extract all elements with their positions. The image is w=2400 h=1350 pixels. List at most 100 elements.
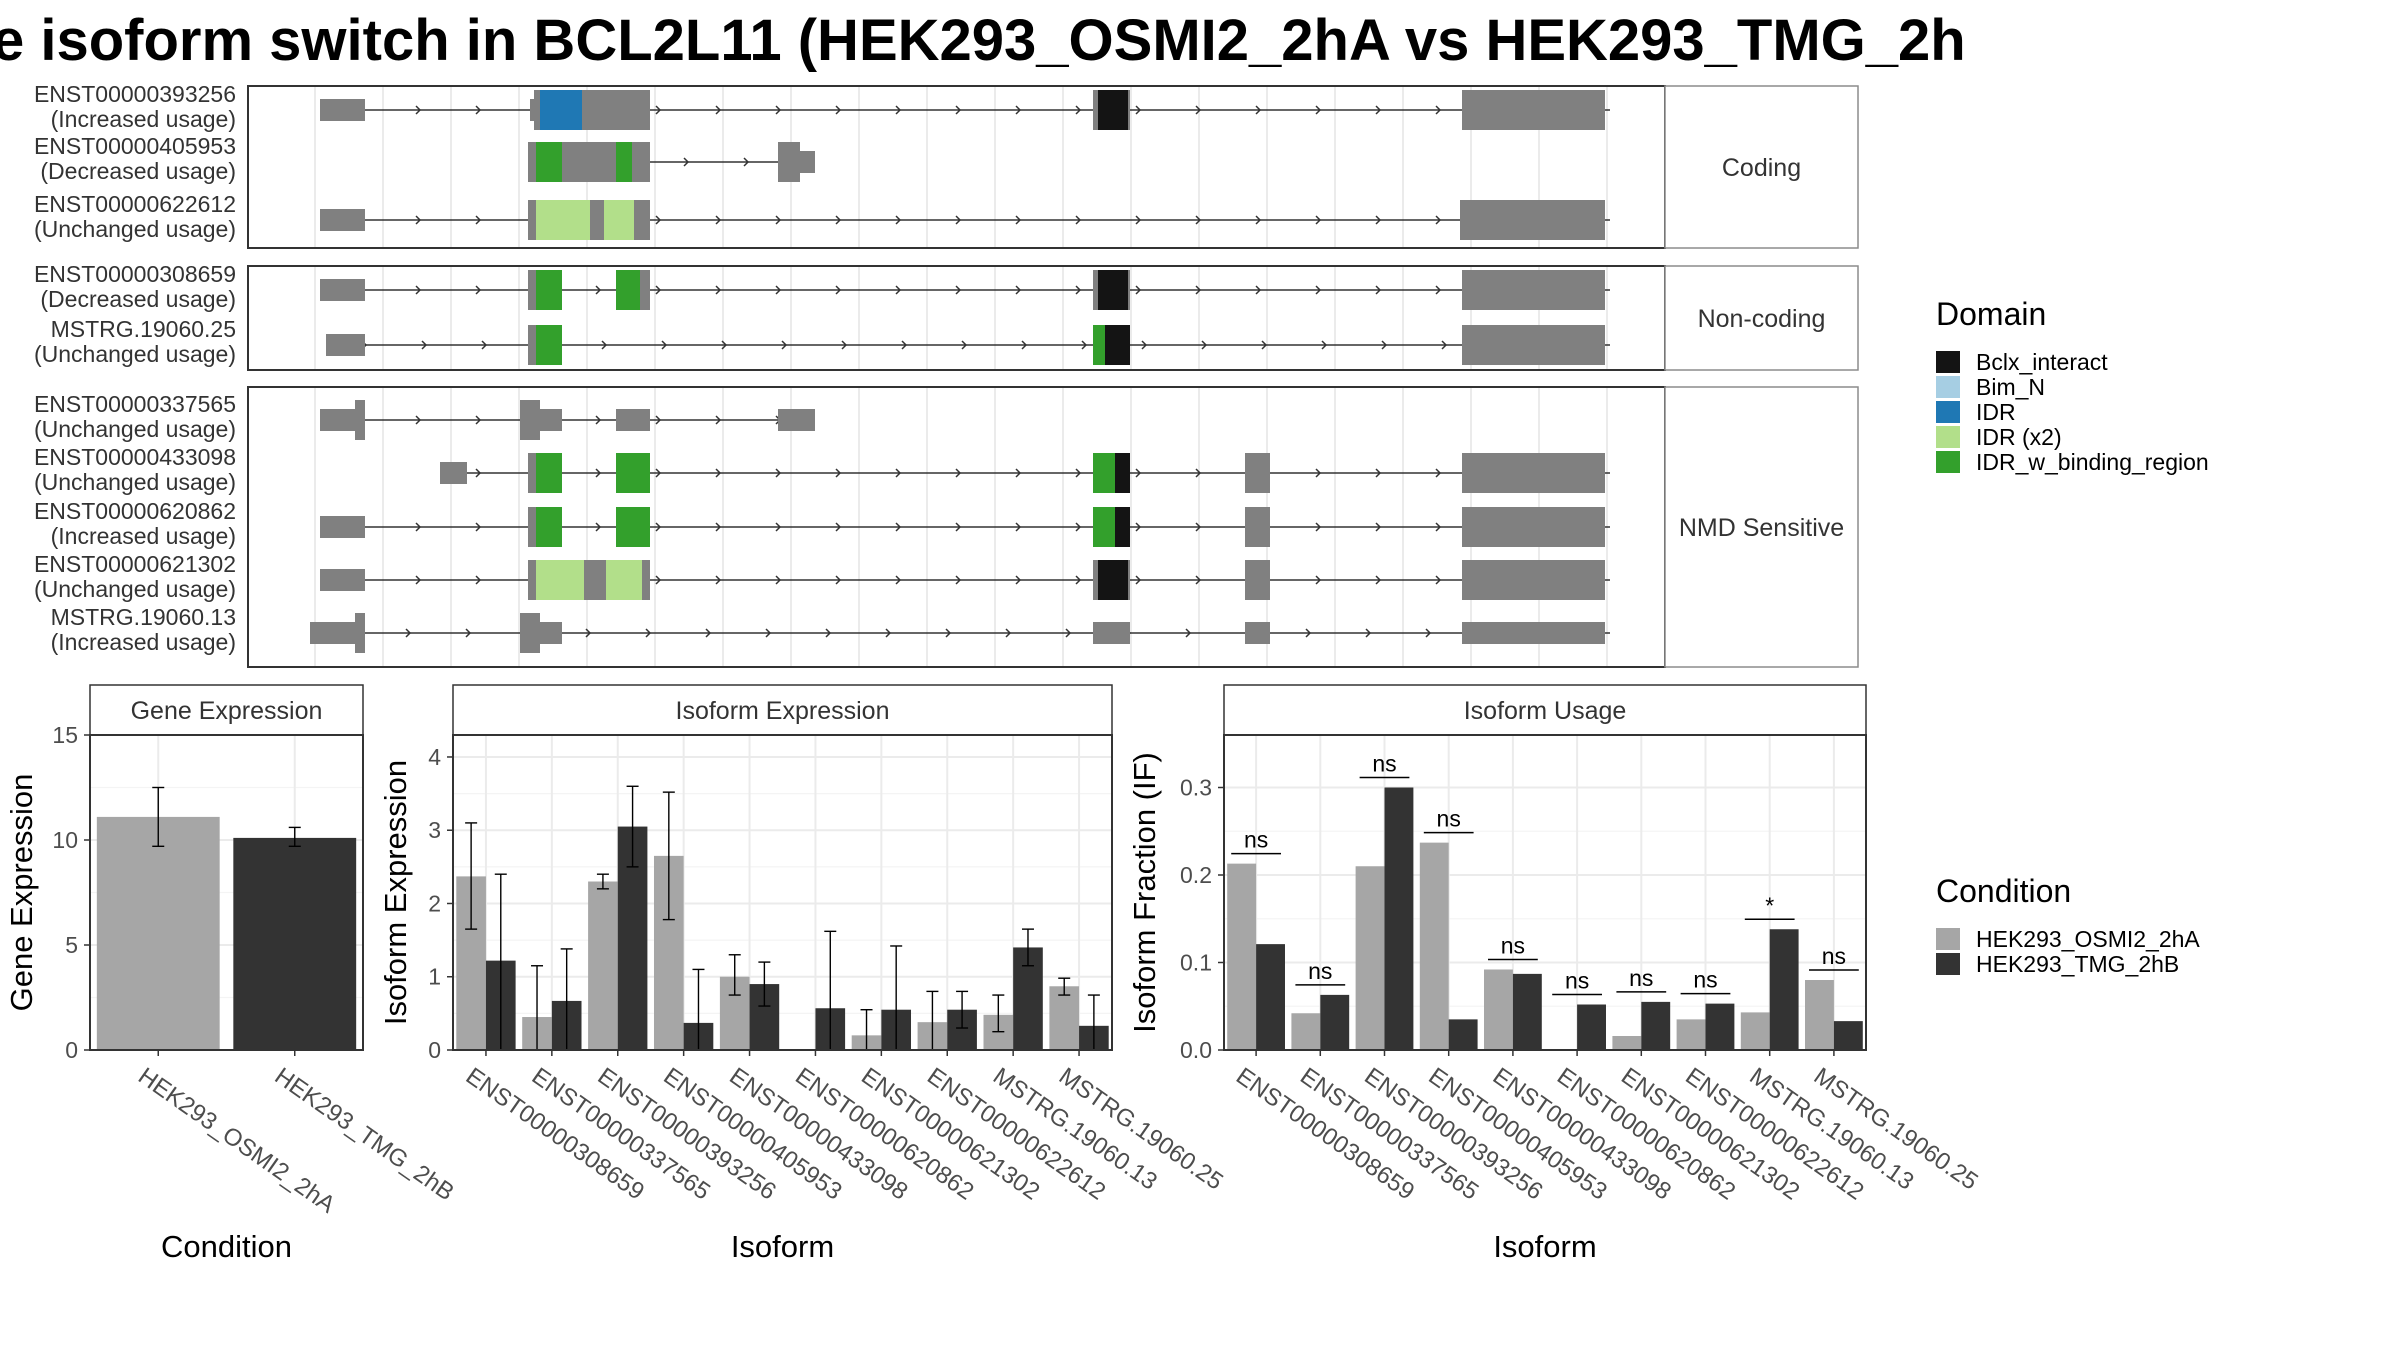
strand-arrow bbox=[595, 415, 602, 425]
bar bbox=[1705, 1003, 1735, 1050]
protein-domain bbox=[536, 507, 562, 547]
exon bbox=[355, 400, 365, 440]
strand-arrow bbox=[683, 157, 690, 167]
bar bbox=[1049, 986, 1080, 1050]
strand-arrow bbox=[601, 340, 608, 350]
strand-arrow bbox=[1365, 628, 1372, 638]
y-axis-title: Isoform Expression bbox=[378, 760, 413, 1025]
strand-arrow bbox=[1435, 105, 1442, 115]
isoform-id-label: ENST00000621302 bbox=[34, 551, 236, 577]
y-tick-label: 5 bbox=[65, 932, 78, 958]
strand-arrow bbox=[715, 522, 722, 532]
legend-item-label: Bclx_interact bbox=[1976, 349, 2108, 375]
strand-arrow bbox=[1015, 522, 1022, 532]
strand-arrow bbox=[1435, 285, 1442, 295]
plot-bg bbox=[453, 735, 1112, 1050]
utr-exon bbox=[320, 279, 365, 301]
strand-arrow bbox=[1435, 522, 1442, 532]
significance-label: ns bbox=[1437, 806, 1461, 832]
strand-arrow bbox=[835, 285, 842, 295]
strand-arrow bbox=[1425, 628, 1432, 638]
y-tick-label: 0.3 bbox=[1180, 775, 1212, 801]
exon bbox=[520, 400, 540, 440]
strand-arrow bbox=[835, 215, 842, 225]
strand-arrow bbox=[1075, 215, 1082, 225]
strand-arrow bbox=[655, 215, 662, 225]
strand-arrow bbox=[1255, 215, 1262, 225]
coding-exon bbox=[1462, 270, 1605, 310]
significance-label: ns bbox=[1501, 933, 1525, 959]
strand-arrow bbox=[415, 522, 422, 532]
bar bbox=[1833, 1021, 1863, 1050]
strand-arrow bbox=[835, 575, 842, 585]
utr-exon bbox=[320, 99, 365, 121]
coding-exon bbox=[1462, 325, 1605, 365]
significance-label: ns bbox=[1693, 967, 1717, 993]
bar bbox=[588, 881, 618, 1050]
strand-arrow bbox=[661, 340, 668, 350]
x-axis-title: Isoform bbox=[731, 1229, 834, 1264]
protein-domain bbox=[536, 270, 562, 310]
panel-title: Gene Expression bbox=[131, 697, 323, 725]
strand-arrow bbox=[1435, 575, 1442, 585]
significance-label: ns bbox=[1822, 943, 1846, 969]
strand-arrow bbox=[405, 628, 412, 638]
isoform-usage-label: (Decreased usage) bbox=[40, 158, 236, 184]
y-tick-label: 3 bbox=[428, 817, 441, 843]
strand-arrow bbox=[1005, 628, 1012, 638]
strand-arrow bbox=[775, 285, 782, 295]
isoform-usage-label: (Unchanged usage) bbox=[34, 341, 236, 367]
legend-title: Domain bbox=[1936, 296, 2046, 332]
protein-domain bbox=[1093, 453, 1115, 493]
strand-arrow bbox=[1255, 105, 1262, 115]
strand-arrow bbox=[655, 285, 662, 295]
significance-label: * bbox=[1765, 892, 1774, 918]
legend-swatch bbox=[1936, 426, 1960, 448]
strand-arrow bbox=[1015, 215, 1022, 225]
strand-arrow bbox=[1015, 468, 1022, 478]
strand-arrow bbox=[595, 285, 602, 295]
strand-arrow bbox=[781, 340, 788, 350]
bar bbox=[1227, 863, 1257, 1050]
strand-arrow bbox=[1141, 340, 1148, 350]
strand-arrow bbox=[825, 628, 832, 638]
strand-arrow bbox=[595, 468, 602, 478]
strand-arrow bbox=[895, 468, 902, 478]
utr-exon bbox=[1245, 622, 1270, 644]
strand-arrow bbox=[1065, 628, 1072, 638]
strand-arrow bbox=[715, 285, 722, 295]
strand-arrow bbox=[1315, 575, 1322, 585]
legend-item-label: HEK293_OSMI2_2hA bbox=[1976, 926, 2200, 952]
y-tick-label: 0.2 bbox=[1180, 862, 1212, 888]
y-tick-label: 0 bbox=[65, 1037, 78, 1063]
protein-domain bbox=[1115, 507, 1130, 547]
legend-title: Condition bbox=[1936, 873, 2071, 909]
strand-arrow bbox=[955, 522, 962, 532]
strand-arrow bbox=[1195, 215, 1202, 225]
protein-domain bbox=[536, 142, 562, 182]
y-tick-label: 10 bbox=[52, 827, 78, 853]
bar bbox=[1419, 842, 1449, 1050]
panel-strip bbox=[89, 684, 364, 736]
strand-arrow bbox=[415, 415, 422, 425]
strand-arrow bbox=[1195, 285, 1202, 295]
utr-exon bbox=[320, 409, 365, 431]
strand-arrow bbox=[955, 215, 962, 225]
utr-exon bbox=[616, 409, 650, 431]
isoform-id-label: ENST00000308659 bbox=[34, 261, 236, 287]
legend-swatch bbox=[1936, 401, 1960, 423]
isoform-row: ENST00000620862(Increased usage) bbox=[34, 498, 1610, 549]
legend-item-label: HEK293_TMG_2hB bbox=[1976, 951, 2179, 977]
strand-arrow bbox=[1015, 105, 1022, 115]
strand-arrow bbox=[721, 340, 728, 350]
isoform-usage-label: (Unchanged usage) bbox=[34, 576, 236, 602]
strand-arrow bbox=[1315, 468, 1322, 478]
strand-arrow bbox=[655, 522, 662, 532]
significance-label: ns bbox=[1244, 827, 1268, 853]
coding-exon bbox=[1462, 560, 1605, 600]
isoform-usage-label: (Increased usage) bbox=[51, 629, 236, 655]
